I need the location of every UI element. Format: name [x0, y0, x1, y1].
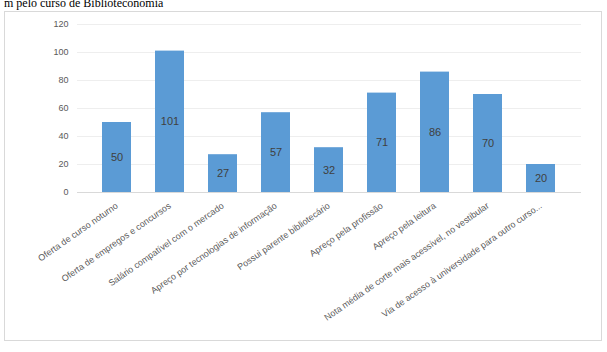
svg-text:101: 101	[161, 115, 179, 127]
svg-text:Apreço pela profissão: Apreço pela profissão	[308, 201, 385, 259]
svg-text:Oferta de empregos e concursos: Oferta de empregos e concursos	[60, 200, 174, 284]
svg-text:Apreço pela leitura: Apreço pela leitura	[370, 200, 438, 252]
svg-text:Apreço por tecnologias de info: Apreço por tecnologias de informação	[148, 200, 279, 296]
svg-text:32: 32	[323, 164, 335, 176]
svg-text:27: 27	[217, 167, 229, 179]
svg-text:40: 40	[58, 131, 68, 141]
svg-text:71: 71	[376, 136, 388, 148]
svg-text:120: 120	[53, 19, 68, 29]
svg-text:20: 20	[58, 159, 68, 169]
svg-text:Via de acesso à universidade p: Via de acesso à universidade para outro …	[380, 201, 544, 320]
svg-text:57: 57	[270, 146, 282, 158]
svg-text:50: 50	[111, 151, 123, 163]
svg-text:70: 70	[482, 137, 494, 149]
svg-text:0: 0	[63, 187, 68, 197]
svg-text:Salário compatível com o merca: Salário compatível com o mercado	[106, 200, 226, 289]
svg-text:86: 86	[429, 126, 441, 138]
svg-text:80: 80	[58, 75, 68, 85]
svg-text:Possui parente bibliotecário: Possui parente bibliotecário	[235, 201, 331, 273]
svg-text:60: 60	[58, 103, 68, 113]
svg-text:20: 20	[535, 172, 547, 184]
svg-text:100: 100	[53, 47, 68, 57]
svg-text:Nota média de corte mais acess: Nota média de corte mais acessível, no v…	[322, 200, 491, 323]
svg-text:Oferta de curso noturno: Oferta de curso noturno	[36, 200, 120, 264]
